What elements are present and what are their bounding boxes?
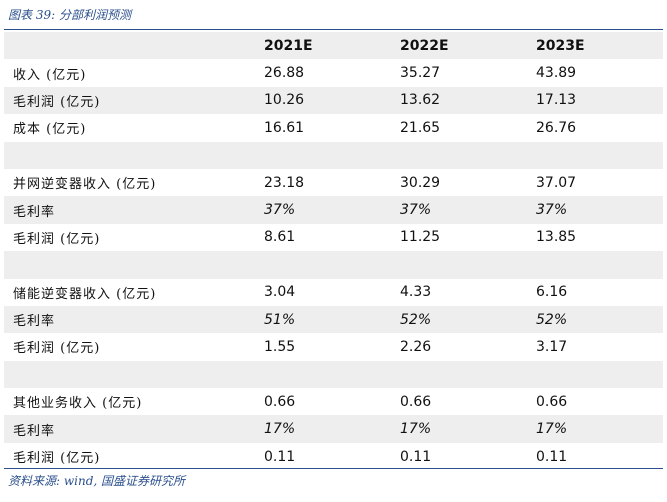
table-row: 储能逆变器收入 (亿元) 3.04 4.33 6.16 — [4, 279, 663, 306]
table-row: 毛利率 51% 52% 52% — [4, 305, 663, 334]
value-cell: 8.61 — [264, 229, 296, 246]
row-label: 毛利润 (亿元) — [13, 231, 101, 247]
row-label — [4, 251, 255, 279]
profit-forecast-table: 2021E 2022E 2023E 收入 (亿元) 26.88 35.27 43.89… — [4, 32, 663, 470]
value-cell: 1.55 — [264, 338, 296, 355]
value-cell: 0.66 — [264, 393, 296, 410]
value-cell: 51% — [255, 305, 391, 334]
value-cell: 37% — [391, 196, 527, 224]
value-cell: 52% — [391, 305, 527, 334]
value-cell: 21.65 — [400, 119, 441, 136]
value-cell: 2.26 — [400, 338, 432, 355]
value-cell: 52% — [527, 305, 663, 334]
row-label: 成本 (亿元) — [13, 122, 87, 138]
spacer-row — [4, 360, 663, 389]
value-cell: 23.18 — [264, 174, 305, 191]
row-label: 收入 (亿元) — [13, 67, 87, 83]
value-cell — [527, 360, 663, 389]
value-cell: 0.66 — [400, 393, 432, 410]
value-cell — [391, 251, 527, 279]
value-cell — [255, 360, 391, 389]
table-row: 收入 (亿元) 26.88 35.27 43.89 — [4, 59, 663, 86]
row-label: 毛利率 — [4, 415, 255, 443]
value-cell: 6.16 — [536, 284, 568, 301]
table-row: 毛利率 17% 17% 17% — [4, 415, 663, 443]
value-cell — [527, 251, 663, 279]
table-row: 并网逆变器收入 (亿元) 23.18 30.29 37.07 — [4, 169, 663, 196]
value-cell: 13.62 — [391, 86, 527, 115]
row-label: 其他业务收入 (亿元) — [13, 396, 143, 412]
value-cell: 17% — [255, 415, 391, 443]
table-row: 毛利率 37% 37% 37% — [4, 196, 663, 224]
value-cell: 37.07 — [536, 174, 577, 191]
table-row: 毛利润 (亿元) 10.26 13.62 17.13 — [4, 86, 663, 115]
value-cell: 0.11 — [536, 448, 568, 465]
value-cell: 30.29 — [400, 174, 441, 191]
table-row: 其他业务收入 (亿元) 0.66 0.66 0.66 — [4, 388, 663, 415]
row-label: 毛利率 — [4, 196, 255, 224]
value-cell: 17% — [527, 415, 663, 443]
value-cell: 0.11 — [400, 448, 432, 465]
table-row: 毛利润 (亿元) 0.11 0.11 0.11 — [4, 443, 663, 470]
value-cell — [255, 251, 391, 279]
title-divider — [4, 29, 663, 30]
row-label: 毛利润 (亿元) — [4, 86, 255, 115]
value-cell — [527, 141, 663, 169]
table-row: 毛利润 (亿元) 8.61 11.25 13.85 — [4, 224, 663, 251]
row-label: 毛利率 — [4, 305, 255, 334]
row-label — [4, 141, 255, 169]
value-cell: 0.66 — [536, 393, 568, 410]
value-cell: 16.61 — [264, 119, 305, 136]
value-cell: 26.76 — [536, 119, 577, 136]
value-cell: 3.04 — [264, 284, 296, 301]
source-note: 资料来源: wind, 国盛证券研究所 — [8, 474, 186, 488]
value-cell: 17% — [391, 415, 527, 443]
header-cell-2023e: 2023E — [527, 32, 663, 60]
value-cell: 11.25 — [400, 229, 441, 246]
value-cell: 3.17 — [536, 338, 568, 355]
row-label — [4, 360, 255, 389]
table-row: 成本 (亿元) 16.61 21.65 26.76 — [4, 114, 663, 141]
row-label: 毛利润 (亿元) — [13, 341, 101, 357]
value-cell: 37% — [527, 196, 663, 224]
spacer-row — [4, 251, 663, 279]
value-cell: 0.11 — [264, 448, 296, 465]
table-header-row: 2021E 2022E 2023E — [4, 32, 663, 60]
value-cell: 37% — [255, 196, 391, 224]
value-cell: 35.27 — [400, 65, 441, 82]
header-cell-2021e: 2021E — [255, 32, 391, 60]
spacer-row — [4, 141, 663, 169]
value-cell: 43.89 — [536, 65, 577, 82]
value-cell: 4.33 — [400, 284, 432, 301]
header-cell — [4, 32, 255, 60]
value-cell — [255, 141, 391, 169]
value-cell: 10.26 — [255, 86, 391, 115]
row-label: 并网逆变器收入 (亿元) — [13, 177, 157, 193]
bottom-divider — [4, 468, 663, 469]
value-cell — [391, 141, 527, 169]
value-cell: 13.85 — [536, 229, 577, 246]
header-cell-2022e: 2022E — [391, 32, 527, 60]
table-row: 毛利润 (亿元) 1.55 2.26 3.17 — [4, 333, 663, 360]
figure-title: 图表 39: 分部利润预测 — [8, 8, 131, 22]
row-label: 毛利润 (亿元) — [13, 451, 101, 467]
value-cell: 26.88 — [264, 65, 305, 82]
value-cell — [391, 360, 527, 389]
row-label: 储能逆变器收入 (亿元) — [13, 286, 157, 302]
value-cell: 17.13 — [527, 86, 663, 115]
